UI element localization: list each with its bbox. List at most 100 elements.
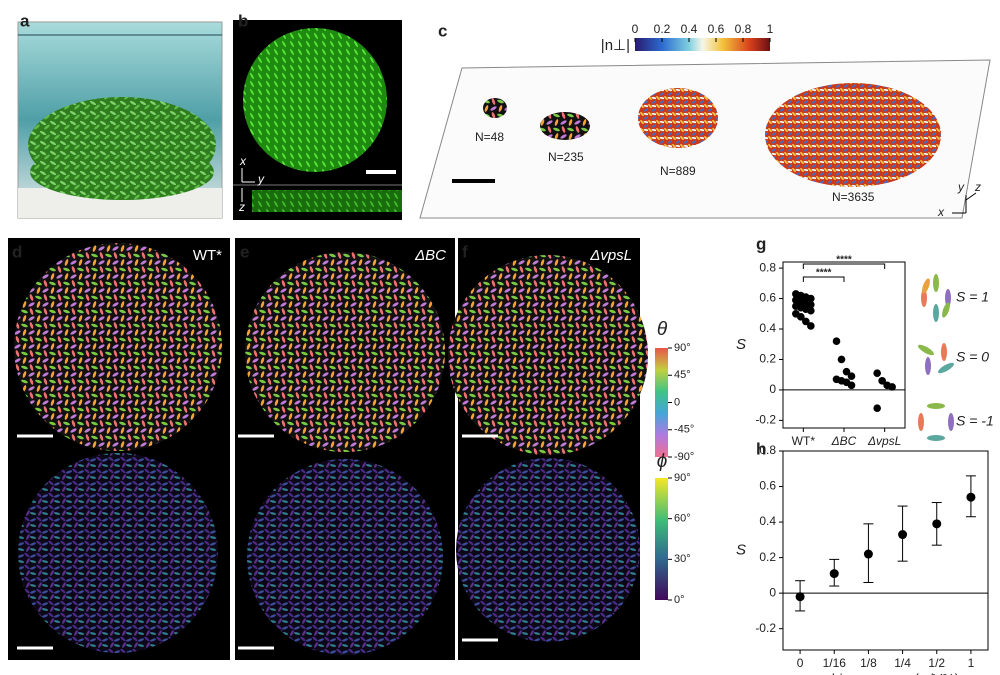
axis-label: z bbox=[974, 180, 981, 194]
colorbar-tick-label: 0° bbox=[674, 594, 685, 606]
colorbar-tick-label: 45° bbox=[674, 369, 691, 381]
data-point bbox=[837, 355, 846, 364]
cluster-render bbox=[483, 98, 507, 118]
axis-label: y bbox=[957, 180, 965, 194]
biofilm-top-view bbox=[243, 28, 387, 172]
plot-frame bbox=[782, 450, 989, 651]
biofilm-side-view bbox=[252, 190, 402, 212]
data-point bbox=[797, 313, 805, 321]
data-point bbox=[898, 530, 908, 540]
colorbar-label: ϕ bbox=[657, 451, 668, 472]
order-schematics bbox=[918, 274, 954, 441]
y-tick-label: 0 bbox=[769, 382, 776, 396]
data-point bbox=[807, 306, 815, 315]
y-tick-label: 0.2 bbox=[759, 550, 776, 564]
data-point bbox=[802, 317, 810, 326]
colorbar-tick-label: 0 bbox=[632, 22, 639, 36]
schematic-label: S = -1 bbox=[956, 413, 994, 429]
colorbar-tick-label: 0 bbox=[674, 396, 680, 408]
significance-label: **** bbox=[836, 255, 852, 266]
phi-map bbox=[456, 458, 640, 642]
colorbar bbox=[655, 348, 668, 457]
cluster-label: N=3635 bbox=[832, 190, 875, 204]
panel-a bbox=[17, 21, 223, 219]
data-point bbox=[807, 322, 815, 330]
data-point bbox=[873, 369, 881, 377]
y-tick-label: 0.8 bbox=[759, 260, 776, 274]
y-tick-label: 0.8 bbox=[759, 443, 776, 457]
x-axis-label: arabinose conc. (w/V%) bbox=[812, 671, 960, 675]
schematic-label: S = 0 bbox=[956, 349, 989, 365]
data-point bbox=[878, 376, 886, 385]
colorbar-tick-label: 0.8 bbox=[735, 22, 752, 36]
panel-label: a bbox=[20, 11, 30, 30]
x-tick-label: 1/16 bbox=[823, 656, 847, 670]
x-tick-label: WT* bbox=[792, 434, 816, 448]
schematic-label: S = 1 bbox=[956, 289, 989, 305]
cluster-render bbox=[638, 88, 718, 148]
panel-label: h bbox=[756, 439, 766, 458]
colorbar-tick-label: -45° bbox=[674, 424, 694, 436]
x-tick-label: 0 bbox=[797, 656, 804, 670]
y-axis-label: S bbox=[736, 541, 746, 558]
x-tick-label: 1 bbox=[968, 656, 975, 670]
strain-label: WT* bbox=[193, 247, 222, 264]
cluster-label: N=48 bbox=[475, 130, 504, 144]
axis-label: z bbox=[238, 200, 245, 214]
y-tick-label: -0.2 bbox=[755, 413, 776, 427]
data-point bbox=[847, 372, 856, 381]
theta-map bbox=[14, 243, 222, 451]
data-point bbox=[842, 367, 851, 376]
significance-label: **** bbox=[816, 268, 832, 279]
data-point bbox=[807, 300, 815, 309]
x-tick-label: ΔvpsL bbox=[867, 434, 901, 448]
cluster-render bbox=[540, 112, 590, 140]
cluster-label: N=235 bbox=[548, 150, 584, 164]
x-tick-label: 1/8 bbox=[860, 656, 877, 670]
phi-map bbox=[18, 453, 218, 653]
data-point bbox=[807, 294, 815, 303]
panel-label: e bbox=[240, 242, 249, 261]
y-tick-label: -0.2 bbox=[755, 621, 776, 635]
panel-label: f bbox=[462, 242, 468, 261]
strain-label: ΔBC bbox=[414, 247, 446, 264]
theta-map bbox=[245, 252, 445, 452]
axis-label: x bbox=[239, 154, 247, 168]
colorbar-tick-label: 0.6 bbox=[708, 22, 725, 36]
colorbar-tick-label: 1 bbox=[767, 22, 774, 36]
y-tick-label: 0.6 bbox=[759, 479, 776, 493]
colorbar-tick-label: -90° bbox=[674, 451, 694, 463]
data-point bbox=[832, 337, 841, 345]
colorbar-tick-label: 60° bbox=[674, 513, 691, 525]
data-point bbox=[873, 404, 881, 413]
plot-frame bbox=[782, 261, 906, 429]
y-axis-label: S bbox=[736, 336, 746, 353]
x-tick-label: 1/2 bbox=[928, 656, 945, 670]
panel-label: b bbox=[238, 11, 248, 30]
significance-bracket bbox=[802, 263, 886, 269]
panel-c: N=48 N=235 N=889 N=3635 y z x |n⊥| bbox=[419, 37, 991, 219]
data-point bbox=[863, 549, 873, 559]
colorbar bbox=[635, 38, 770, 51]
colorbar-tick-label: 90° bbox=[674, 472, 691, 484]
cluster-label: N=889 bbox=[660, 164, 696, 178]
significance-bracket bbox=[802, 276, 845, 282]
y-tick-label: 0.2 bbox=[759, 352, 776, 366]
colorbar-tick-label: 90° bbox=[674, 342, 691, 354]
panel-b: x y z bbox=[233, 20, 402, 220]
x-tick-label: ΔBC bbox=[831, 434, 857, 448]
phi-map bbox=[247, 459, 443, 655]
y-tick-label: 0 bbox=[769, 585, 776, 599]
strain-label: ΔvpsL bbox=[589, 247, 632, 264]
axis-arrow bbox=[965, 192, 977, 201]
colorbar-tick-label: 30° bbox=[674, 553, 691, 565]
biofilm-base bbox=[30, 144, 214, 200]
colorbar-label: θ bbox=[657, 319, 668, 340]
y-tick-label: 0.4 bbox=[759, 321, 776, 335]
panels-def: WT* ΔBC ΔvpsL θ ϕ bbox=[8, 238, 668, 660]
y-tick-label: 0.4 bbox=[759, 514, 776, 528]
axis-label: x bbox=[937, 205, 945, 219]
data-point bbox=[829, 569, 839, 579]
colorbar bbox=[655, 478, 668, 600]
